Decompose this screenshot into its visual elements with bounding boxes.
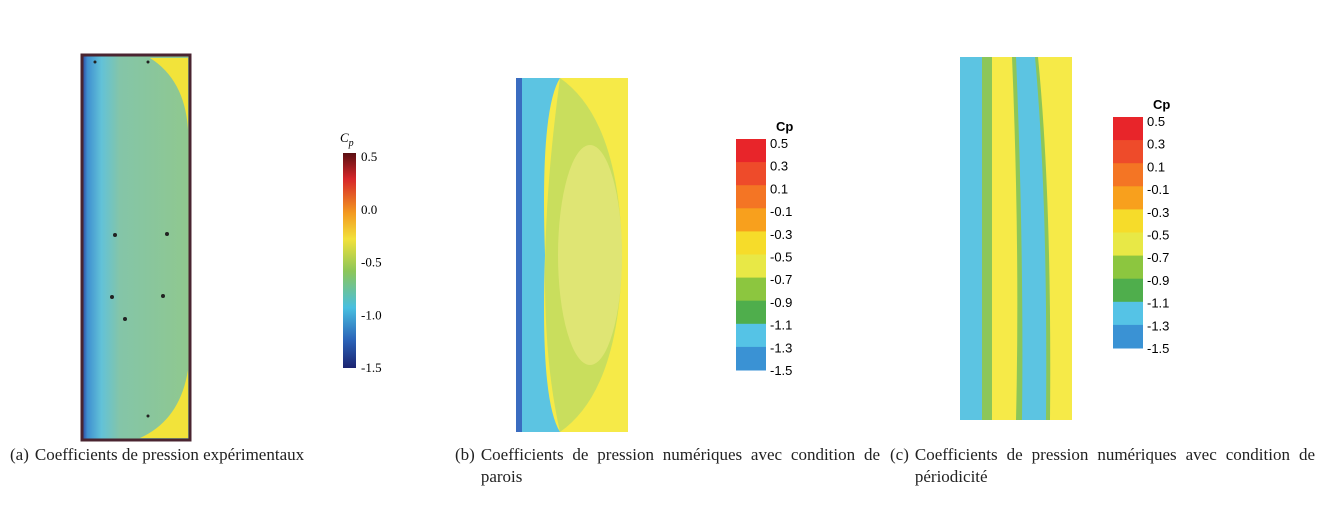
title-sub: p bbox=[348, 138, 354, 149]
colorbar-tick-label: -0.5 bbox=[770, 250, 792, 265]
colorbar-band bbox=[1113, 117, 1143, 141]
colorbar-band bbox=[736, 208, 766, 232]
colorbar-tick-label: -0.7 bbox=[770, 272, 792, 287]
colorbar-band bbox=[736, 254, 766, 279]
colorbar-title: Cp bbox=[776, 119, 793, 134]
colorbar-band bbox=[1113, 186, 1143, 210]
colorbar-tick-label: 0.1 bbox=[1147, 159, 1165, 174]
colorbar-band bbox=[736, 162, 766, 186]
colorbar-band bbox=[736, 346, 766, 371]
colorbar-tick-label: -1.0 bbox=[361, 307, 382, 322]
colorbar-band bbox=[1113, 255, 1143, 280]
colorbar-tick-label: -1.3 bbox=[770, 340, 792, 355]
pressure-map-b bbox=[516, 78, 628, 432]
colorbar-tick-label: -1.1 bbox=[1147, 296, 1169, 311]
colorbar-band bbox=[1113, 232, 1143, 257]
colorbar-tick-label: -0.7 bbox=[1147, 250, 1169, 265]
colorbar-band bbox=[736, 231, 766, 255]
colorbar-tick-label: 0.3 bbox=[770, 159, 788, 174]
colorbar-band bbox=[1113, 324, 1143, 349]
caption-b: (b) Coefficients de pression numériques a… bbox=[455, 444, 880, 488]
colorbar-band bbox=[736, 139, 766, 163]
colorbar-tick-label: -1.1 bbox=[770, 318, 792, 333]
caption-label: (c) bbox=[890, 445, 909, 464]
colorbar-band bbox=[736, 323, 766, 348]
caption-text: Coefficients de pression numériques avec… bbox=[480, 445, 880, 486]
colorbar-tick-label: 0.3 bbox=[1147, 137, 1165, 152]
caption-text: Coefficients de pression expérimentaux bbox=[34, 445, 305, 464]
colorbar-title: Cp bbox=[340, 130, 354, 149]
colorbar-tick-label: 0.5 bbox=[361, 149, 377, 164]
colorbar-band bbox=[736, 300, 766, 325]
colorbar-band bbox=[736, 277, 766, 302]
pressure-map-c bbox=[960, 57, 1072, 420]
colorbar-band bbox=[1113, 278, 1143, 303]
title-base: C bbox=[340, 130, 349, 145]
colorbar-tick-label: 0.0 bbox=[361, 202, 377, 217]
colorbar-tick-label: 0.5 bbox=[770, 136, 788, 151]
colorbar-tick-label: -0.5 bbox=[361, 255, 382, 270]
caption-label: (a) bbox=[10, 445, 29, 464]
colorbar-tick-label: -0.5 bbox=[1147, 228, 1169, 243]
colorbar-band bbox=[1113, 140, 1143, 164]
colorbar-tick-label: -1.5 bbox=[361, 360, 382, 375]
colorbar-band bbox=[1113, 163, 1143, 187]
colorbar-tick-label: -0.3 bbox=[1147, 205, 1169, 220]
colorbar-tick-label: 0.5 bbox=[1147, 114, 1165, 129]
caption-text: Coefficients de pression numériques avec… bbox=[914, 445, 1315, 486]
colorbar bbox=[343, 153, 356, 368]
colorbar-tick-label: -0.3 bbox=[770, 227, 792, 242]
pressure-map-a bbox=[80, 53, 192, 442]
caption-c: (c) Coefficients de pression numériques a… bbox=[890, 444, 1315, 488]
colorbar-tick-label: -0.9 bbox=[1147, 273, 1169, 288]
caption-label: (b) bbox=[455, 445, 475, 464]
colorbar-band bbox=[1113, 209, 1143, 233]
colorbar-band bbox=[1113, 301, 1143, 326]
caption-a: (a) Coefficients de pression expérimentau… bbox=[10, 444, 440, 466]
colorbar-tick-label: -1.5 bbox=[1147, 341, 1169, 356]
colorbar-tick-label: -0.1 bbox=[770, 204, 792, 219]
colorbar-tick-label: -0.9 bbox=[770, 295, 792, 310]
colorbar-tick-label: -1.5 bbox=[770, 363, 792, 378]
colorbar-tick-label: 0.1 bbox=[770, 181, 788, 196]
colorbar-title: Cp bbox=[1153, 97, 1170, 112]
colorbar-tick-label: -1.3 bbox=[1147, 318, 1169, 333]
colorbar-band bbox=[736, 185, 766, 209]
colorbar-tick-label: -0.1 bbox=[1147, 182, 1169, 197]
